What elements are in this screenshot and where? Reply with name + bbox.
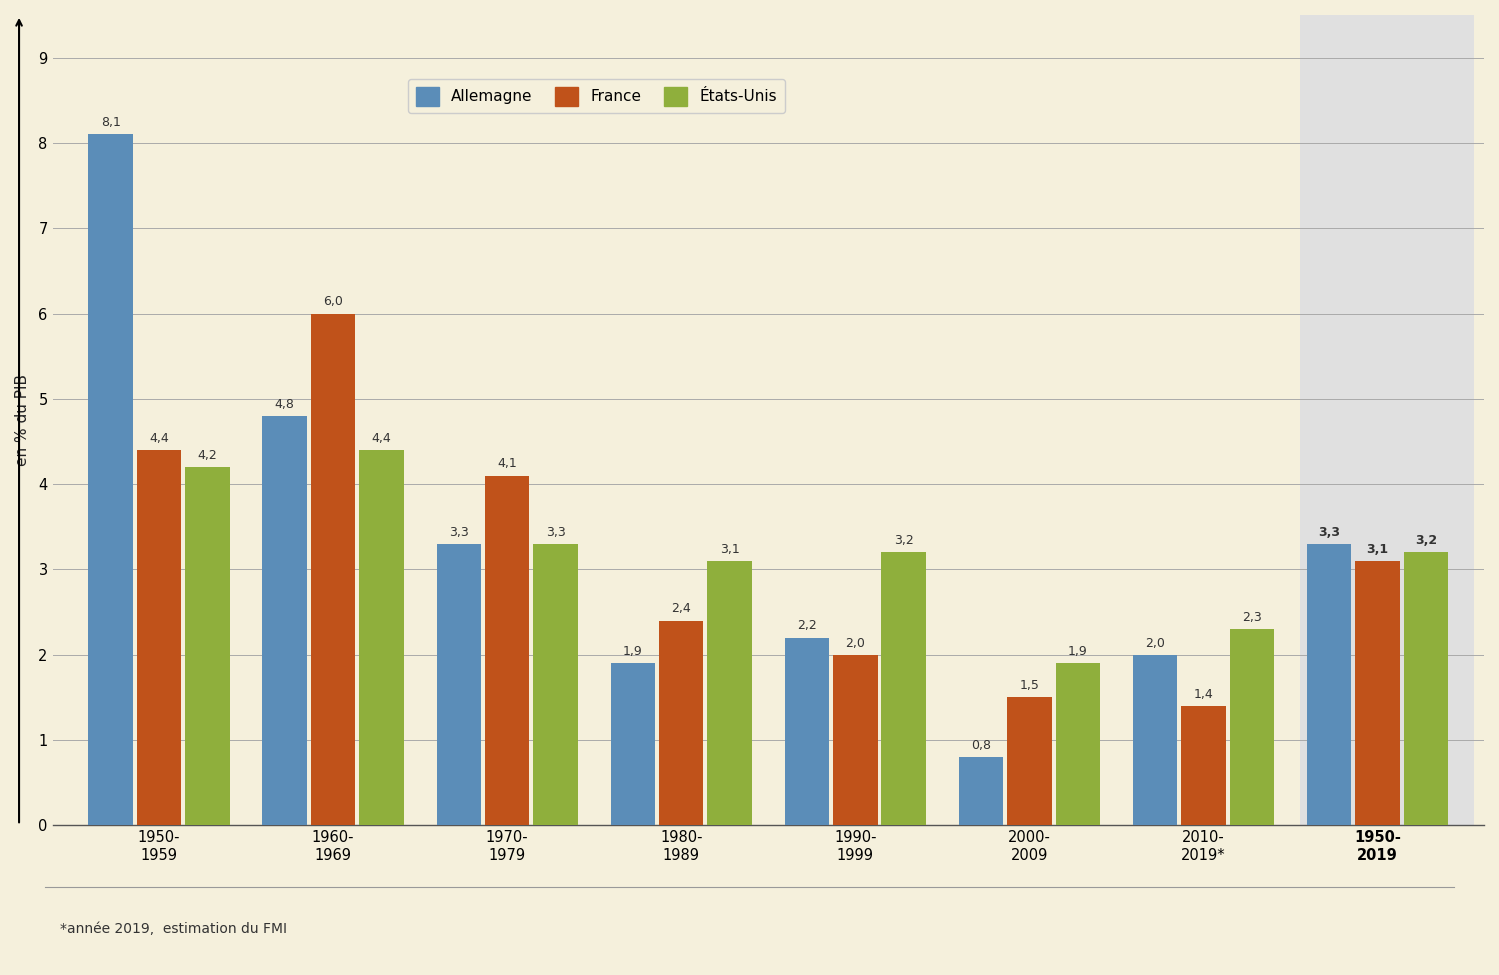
Text: 0,8: 0,8 [971,739,991,752]
Bar [184,467,229,825]
Bar [1007,697,1052,825]
Text: 3,3: 3,3 [1318,526,1340,538]
Text: 3,1: 3,1 [720,543,739,556]
Text: 3,3: 3,3 [448,526,469,538]
Bar [660,620,703,825]
Text: 3,1: 3,1 [1367,543,1388,556]
Text: 2,0: 2,0 [845,637,865,649]
Bar [708,561,752,825]
Text: 2,3: 2,3 [1243,611,1262,624]
Bar [1307,544,1352,825]
Text: 4,2: 4,2 [198,448,217,462]
Bar [881,552,926,825]
Bar [310,314,355,825]
Bar [484,476,529,825]
Text: 8,1: 8,1 [100,116,120,130]
Text: 4,4: 4,4 [372,432,391,445]
Text: 3,3: 3,3 [546,526,565,538]
Text: 2,0: 2,0 [1145,637,1165,649]
Y-axis label: en % du PIB: en % du PIB [15,374,30,466]
Bar [610,663,655,825]
Text: 4,4: 4,4 [148,432,169,445]
Text: 1,5: 1,5 [1019,680,1039,692]
Text: 1,4: 1,4 [1193,687,1213,701]
Text: 1,9: 1,9 [1067,645,1088,658]
Bar [833,654,877,825]
Text: *année 2019,  estimation du FMI: *année 2019, estimation du FMI [60,922,286,936]
Bar [1133,654,1177,825]
Bar [262,416,307,825]
Text: 2,2: 2,2 [797,619,817,633]
Bar [1229,629,1274,825]
Text: 6,0: 6,0 [324,295,343,308]
Text: 4,8: 4,8 [274,398,295,410]
Text: 4,1: 4,1 [498,457,517,471]
Bar [959,757,1003,825]
Bar [1055,663,1100,825]
Bar [136,450,181,825]
Bar [1181,706,1226,825]
Text: 1,9: 1,9 [624,645,643,658]
Text: 3,2: 3,2 [1415,534,1438,547]
Bar [360,450,403,825]
Text: 3,2: 3,2 [893,534,913,547]
Bar [88,135,133,825]
Bar [1300,15,1475,825]
Legend: Allemagne, France, États-Unis: Allemagne, France, États-Unis [408,79,785,113]
Bar [785,638,829,825]
Text: 2,4: 2,4 [672,603,691,615]
Bar [534,544,577,825]
Bar [436,544,481,825]
Bar [1403,552,1448,825]
Bar [1355,561,1400,825]
